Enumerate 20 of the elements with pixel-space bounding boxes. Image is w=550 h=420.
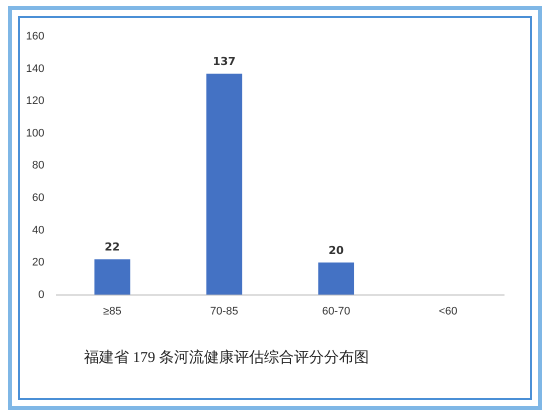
- y-tick-label: 0: [38, 288, 44, 301]
- y-tick-label: 140: [26, 62, 44, 75]
- y-tick-label: 120: [26, 95, 44, 108]
- y-tick-label: 40: [32, 224, 44, 236]
- y-tick-label: 20: [32, 256, 44, 269]
- y-tick-label: 100: [26, 127, 44, 140]
- y-tick-label: 80: [32, 160, 44, 172]
- data-label: 20: [328, 244, 344, 257]
- x-tick-label: 60-70: [322, 305, 350, 318]
- text: 福建省 179 条河流健康评估综合评分分布图: [84, 348, 369, 367]
- bar: [206, 74, 242, 295]
- x-tick-label: <60: [438, 305, 458, 318]
- y-tick-label: 60: [32, 192, 44, 204]
- x-tick-label: 70-85: [210, 305, 238, 318]
- data-label: 137: [212, 55, 236, 68]
- bar: [318, 262, 354, 295]
- y-tick-label: 160: [26, 30, 44, 43]
- data-label: 22: [104, 240, 120, 254]
- x-tick-label: ≥85: [103, 305, 122, 318]
- bar: [94, 259, 130, 295]
